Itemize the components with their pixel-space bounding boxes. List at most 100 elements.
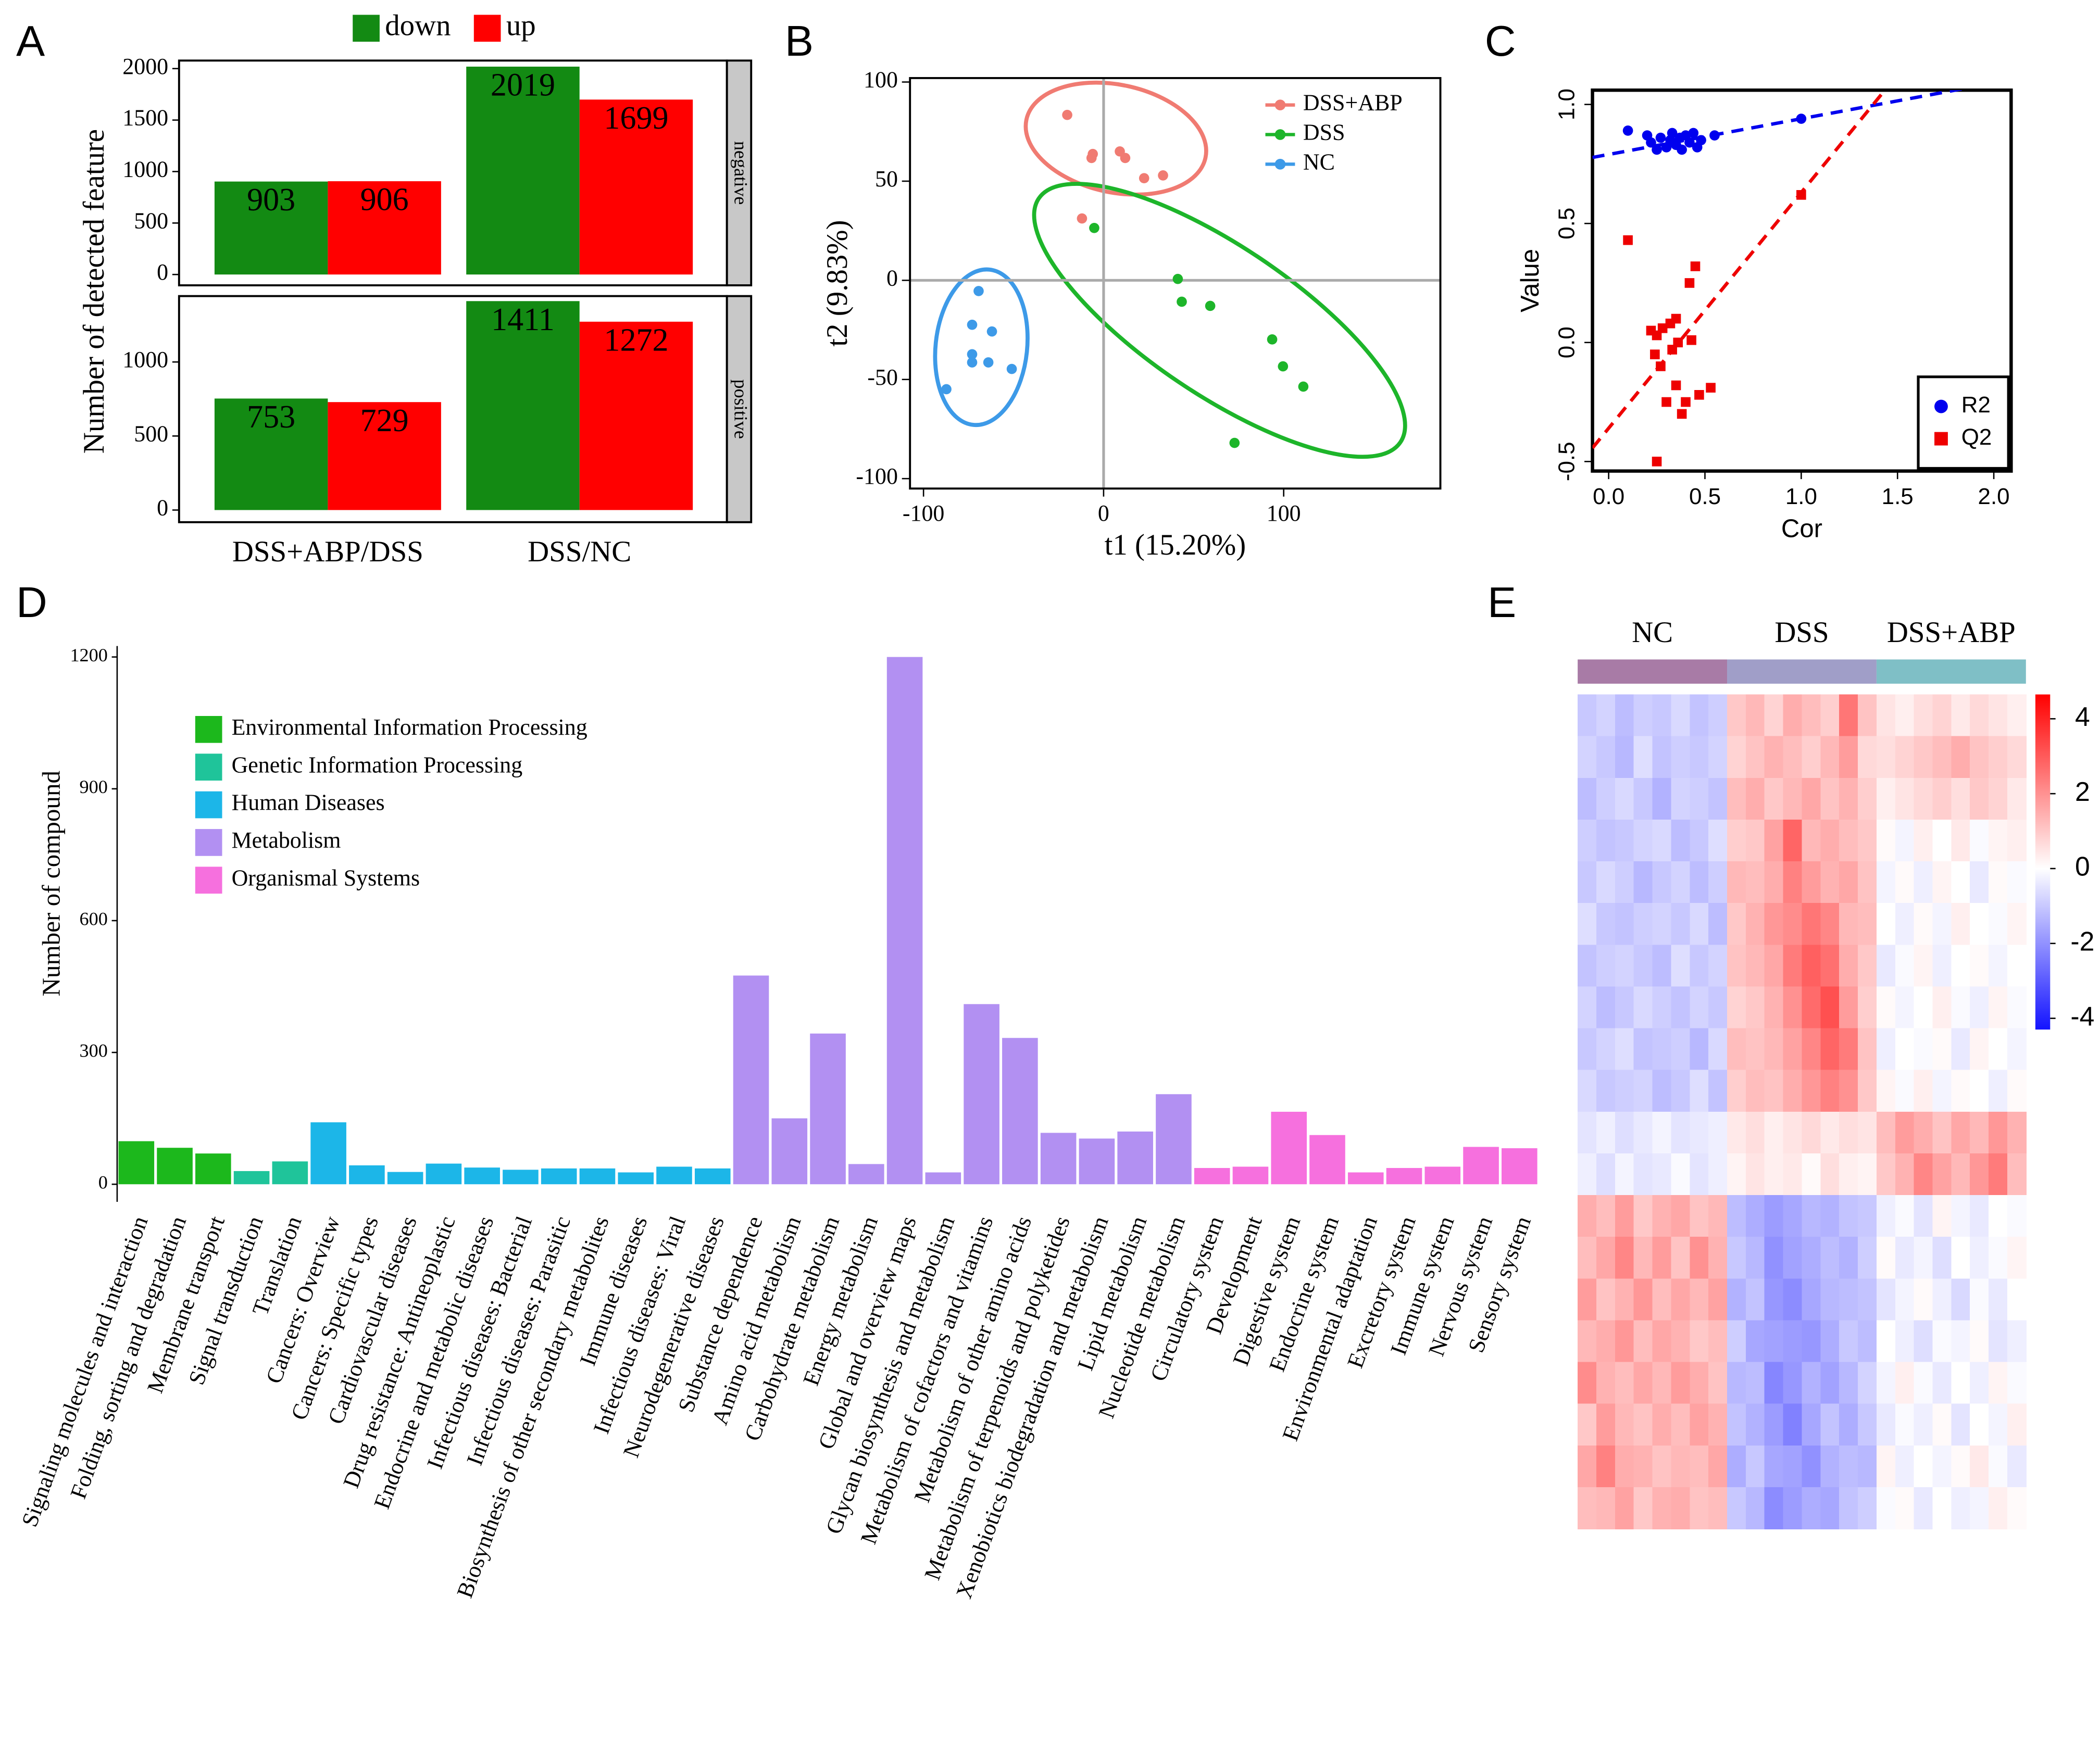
heatmap-cell [1690, 1153, 1709, 1196]
heatmap-cell [1745, 1028, 1765, 1071]
heatmap-cell [1914, 903, 1933, 946]
point [1650, 349, 1660, 359]
heatmap-cell [1802, 1237, 1821, 1279]
heatmap-cell [1764, 736, 1784, 778]
heatmap-cell [1615, 1237, 1634, 1279]
heatmap-cell [1764, 861, 1784, 904]
heatmap-cell [2007, 1237, 2027, 1279]
heatmap-cell [1802, 903, 1821, 946]
heatmap-cell [1932, 1070, 1952, 1112]
heatmap-cell [1802, 777, 1821, 821]
facet-label: positive [731, 379, 752, 439]
heatmap-cell [1802, 1278, 1821, 1321]
heatmap-cell [1970, 861, 1990, 904]
heatmap-cell [1876, 1278, 1896, 1321]
legend-swatch [195, 829, 222, 856]
heatmap-cell [1783, 1320, 1803, 1363]
heatmap-cell [1671, 1195, 1691, 1238]
y-tick-label: -50 [867, 365, 898, 390]
heatmap-cell [1895, 1111, 1915, 1154]
heatmap-cell [1895, 1195, 1915, 1238]
group-bar [1578, 659, 1728, 684]
heatmap-cell [1745, 819, 1765, 862]
legend-dot [1274, 158, 1286, 170]
heatmap-cell [1652, 1070, 1672, 1112]
heatmap-cell [1970, 736, 1990, 778]
heatmap-cell [1690, 694, 1709, 737]
legend-label: Q2 [1961, 424, 1992, 450]
heatmap-cell [1970, 1487, 1990, 1530]
heatmap-cell [1578, 1403, 1597, 1446]
heatmap-cell [1989, 1028, 2008, 1071]
group-label: DSS [1774, 616, 1829, 649]
heatmap-cell [1615, 1153, 1634, 1196]
legend-swatch [353, 15, 380, 42]
heatmap-cell [1932, 819, 1952, 862]
heatmap-cell [1932, 1028, 1952, 1071]
heatmap-cell [1690, 945, 1709, 987]
legend-label: Human Diseases [232, 790, 385, 815]
heatmap-cell [2007, 1070, 2027, 1112]
heatmap-cell [1895, 736, 1915, 778]
heatmap-cell [1914, 1237, 1933, 1279]
x-tick-label: 0 [1098, 500, 1109, 526]
heatmap-cell [1951, 945, 1971, 987]
heatmap-cell [1951, 861, 1971, 904]
legend-dot [1274, 129, 1286, 140]
heatmap-cell [1727, 1070, 1746, 1112]
point [967, 319, 978, 330]
heatmap-cell [1858, 1445, 1877, 1488]
legend-label: up [506, 9, 536, 42]
heatmap-cell [1858, 945, 1877, 987]
heatmap-cell [1652, 903, 1672, 946]
point [1684, 137, 1695, 148]
bar [964, 1004, 999, 1185]
heatmap-cell [1802, 736, 1821, 778]
heatmap-cell [1578, 986, 1597, 1029]
heatmap-cell [1633, 736, 1653, 778]
heatmap-cell [1578, 1445, 1597, 1488]
heatmap-cell [1652, 736, 1672, 778]
heatmap-cell [1745, 694, 1765, 737]
heatmap-cell [1839, 1362, 1859, 1404]
heatmap-cell [1596, 1195, 1616, 1238]
heatmap-cell [1652, 1028, 1672, 1071]
heatmap-cell [1989, 1195, 2008, 1238]
heatmap-cell [1671, 861, 1691, 904]
heatmap-cell [1727, 903, 1746, 946]
heatmap-cell [1690, 777, 1709, 821]
heatmap-cell [2007, 1487, 2027, 1530]
heatmap-cell [1745, 986, 1765, 1029]
heatmap-cell [1596, 1487, 1616, 1530]
heatmap-cell [1745, 1487, 1765, 1530]
point [1622, 125, 1633, 136]
heatmap-cell [1578, 736, 1597, 778]
heatmap-cell [1839, 903, 1859, 946]
heatmap-cell [1708, 777, 1728, 821]
colorbar-tick-label: -2 [2070, 926, 2094, 956]
heatmap-cell [1783, 1445, 1803, 1488]
point [1229, 437, 1240, 448]
value-label: 1272 [604, 322, 668, 358]
heatmap-cell [1858, 1403, 1877, 1446]
heatmap-cell [1802, 945, 1821, 987]
heatmap-cell [1876, 694, 1896, 737]
heatmap-cell [1802, 1111, 1821, 1154]
heatmap-cell [1652, 1403, 1672, 1446]
heatmap-cell [1951, 819, 1971, 862]
point [1796, 190, 1806, 200]
heatmap-cell [1652, 694, 1672, 737]
heatmap-cell [1671, 1070, 1691, 1112]
bar [886, 657, 923, 1185]
heatmap-cell [1708, 945, 1728, 987]
y-axis-label: Value [1516, 249, 1544, 312]
heatmap-cell [1970, 1278, 1990, 1321]
bar [1232, 1166, 1269, 1185]
heatmap-cell [1914, 1445, 1933, 1488]
heatmap-cell [1652, 1487, 1672, 1530]
heatmap-cell [1802, 986, 1821, 1029]
legend-marker [1934, 399, 1948, 413]
heatmap-cell [1708, 1111, 1728, 1154]
heatmap-cell [1970, 1070, 1990, 1112]
